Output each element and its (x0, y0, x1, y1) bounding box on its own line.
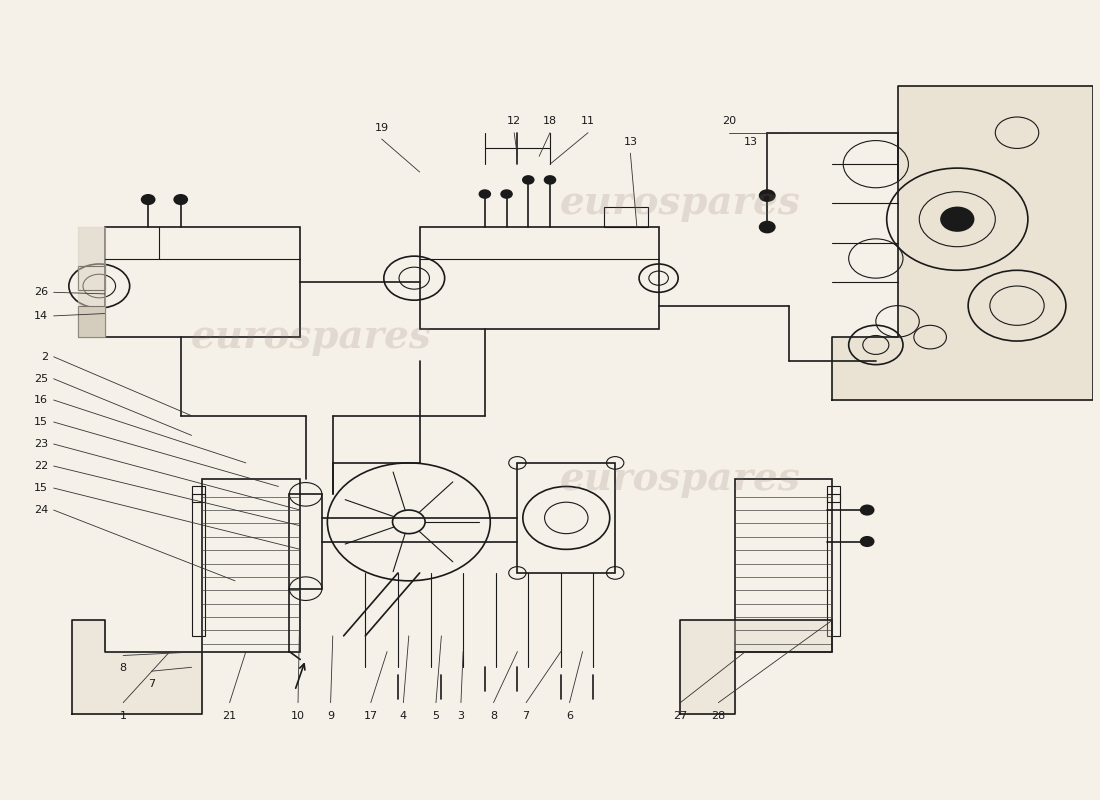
Bar (604, 207, 648, 227)
Circle shape (760, 222, 774, 233)
Text: 8: 8 (120, 663, 127, 674)
Bar (77, 266, 104, 290)
Text: 4: 4 (399, 710, 407, 721)
Circle shape (940, 207, 974, 231)
Text: 1: 1 (120, 710, 127, 721)
Text: 8: 8 (490, 710, 497, 721)
Bar (289, 494, 322, 589)
Bar (191, 486, 205, 502)
Bar (517, 463, 615, 573)
Text: 16: 16 (34, 395, 48, 405)
Bar (827, 486, 840, 502)
Polygon shape (73, 620, 202, 714)
Bar (827, 494, 840, 636)
Text: 14: 14 (34, 311, 48, 321)
Text: 25: 25 (34, 374, 48, 384)
Circle shape (142, 195, 155, 204)
Text: 19: 19 (375, 122, 388, 133)
Text: eurospares: eurospares (560, 460, 801, 498)
Bar (202, 478, 300, 651)
Text: 13: 13 (624, 137, 637, 147)
Polygon shape (833, 86, 1093, 400)
Text: 26: 26 (34, 287, 48, 298)
Bar (735, 478, 833, 651)
Text: 12: 12 (507, 117, 521, 126)
Text: eurospares: eurospares (560, 185, 801, 222)
Text: 24: 24 (34, 505, 48, 515)
Bar (77, 306, 104, 337)
Text: eurospares: eurospares (190, 318, 431, 356)
Text: 17: 17 (364, 710, 378, 721)
Circle shape (502, 190, 512, 198)
Bar (420, 227, 659, 330)
Text: 23: 23 (34, 439, 48, 449)
Polygon shape (680, 620, 833, 714)
Text: 3: 3 (458, 710, 464, 721)
Text: 5: 5 (432, 710, 440, 721)
Text: 7: 7 (147, 679, 155, 689)
Polygon shape (77, 227, 104, 337)
Circle shape (544, 176, 556, 184)
Text: 20: 20 (722, 117, 736, 126)
Text: 18: 18 (543, 117, 557, 126)
Text: 10: 10 (292, 710, 305, 721)
Circle shape (480, 190, 491, 198)
Circle shape (860, 506, 873, 514)
Bar (191, 494, 205, 636)
Text: 22: 22 (34, 461, 48, 471)
Circle shape (860, 537, 873, 546)
Bar (104, 227, 300, 337)
Text: 15: 15 (34, 483, 48, 493)
Text: 9: 9 (327, 710, 334, 721)
Text: 7: 7 (522, 710, 530, 721)
Text: 13: 13 (744, 137, 758, 147)
Circle shape (174, 195, 187, 204)
Circle shape (760, 190, 774, 201)
Text: 2: 2 (41, 352, 48, 362)
Text: 15: 15 (34, 417, 48, 427)
Text: 28: 28 (712, 710, 726, 721)
Text: 21: 21 (222, 710, 236, 721)
Text: 11: 11 (581, 117, 595, 126)
Text: 27: 27 (673, 710, 688, 721)
Circle shape (522, 176, 534, 184)
Text: 6: 6 (566, 710, 573, 721)
